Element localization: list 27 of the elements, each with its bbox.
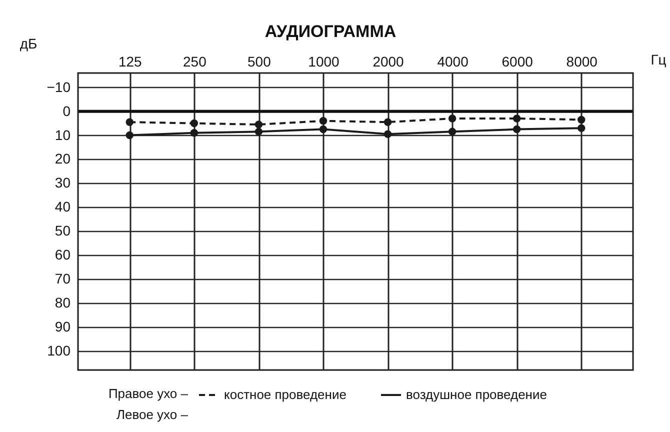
y-tick-label: 70 — [54, 270, 71, 286]
y-tick-label: 40 — [54, 198, 71, 215]
y-tick-label: 0 — [62, 102, 71, 119]
x-tick-label: 6000 — [502, 54, 534, 70]
x-axis-title: Гц — [650, 52, 666, 68]
y-tick-label: 50 — [54, 222, 71, 239]
x-tick-label: 8000 — [566, 54, 598, 70]
text: Левое ухо – — [116, 407, 189, 422]
y-tick-label: 90 — [54, 318, 71, 334]
x-tick-label: 125 — [118, 54, 142, 70]
legend-label: костное проведение — [224, 387, 346, 402]
x-tick-label: 250 — [182, 54, 207, 70]
y-tick-label: −10 — [46, 78, 71, 95]
y-tick-label: 60 — [54, 246, 71, 263]
y-tick-label: 30 — [54, 174, 71, 191]
y-tick-label: 20 — [54, 150, 71, 167]
y-tick-label: 100 — [47, 342, 71, 358]
chart-title: АУДИОГРАММА — [264, 22, 396, 41]
x-tick-label: 500 — [248, 54, 272, 70]
x-tick-label: 2000 — [372, 54, 404, 70]
y-tick-label: 80 — [54, 294, 71, 310]
legend-label: воздушное проведение — [406, 387, 547, 402]
y-axis-title: дБ — [20, 36, 38, 52]
y-tick-label: 10 — [54, 126, 71, 143]
x-tick-label: 1000 — [308, 54, 340, 70]
x-tick-label: 4000 — [437, 54, 469, 70]
text: Правое ухо – — [108, 386, 189, 401]
